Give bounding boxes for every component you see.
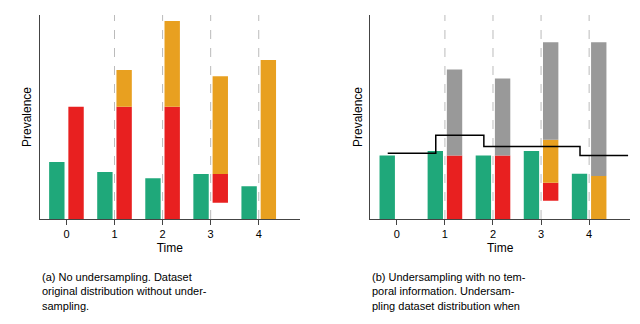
svg-text:Prevalence: Prevalence bbox=[351, 87, 365, 147]
svg-text:Prevalence: Prevalence bbox=[20, 87, 34, 147]
svg-text:Time: Time bbox=[157, 241, 184, 255]
svg-text:4: 4 bbox=[256, 228, 262, 240]
svg-text:(a) No undersampling. Dataseto: (a) No undersampling. Datasetoriginal di… bbox=[42, 271, 207, 312]
svg-text:3: 3 bbox=[538, 228, 544, 240]
svg-text:1: 1 bbox=[442, 228, 448, 240]
svg-text:0: 0 bbox=[63, 228, 69, 240]
svg-text:Time: Time bbox=[487, 241, 514, 255]
svg-text:0: 0 bbox=[394, 228, 400, 240]
svg-text:4: 4 bbox=[586, 228, 592, 240]
svg-text:2: 2 bbox=[490, 228, 496, 240]
svg-text:(b) Undersampling with no tem-: (b) Undersampling with no tem-poral info… bbox=[372, 271, 526, 312]
svg-text:1: 1 bbox=[111, 228, 117, 240]
svg-text:3: 3 bbox=[208, 228, 214, 240]
svg-text:2: 2 bbox=[160, 228, 166, 240]
